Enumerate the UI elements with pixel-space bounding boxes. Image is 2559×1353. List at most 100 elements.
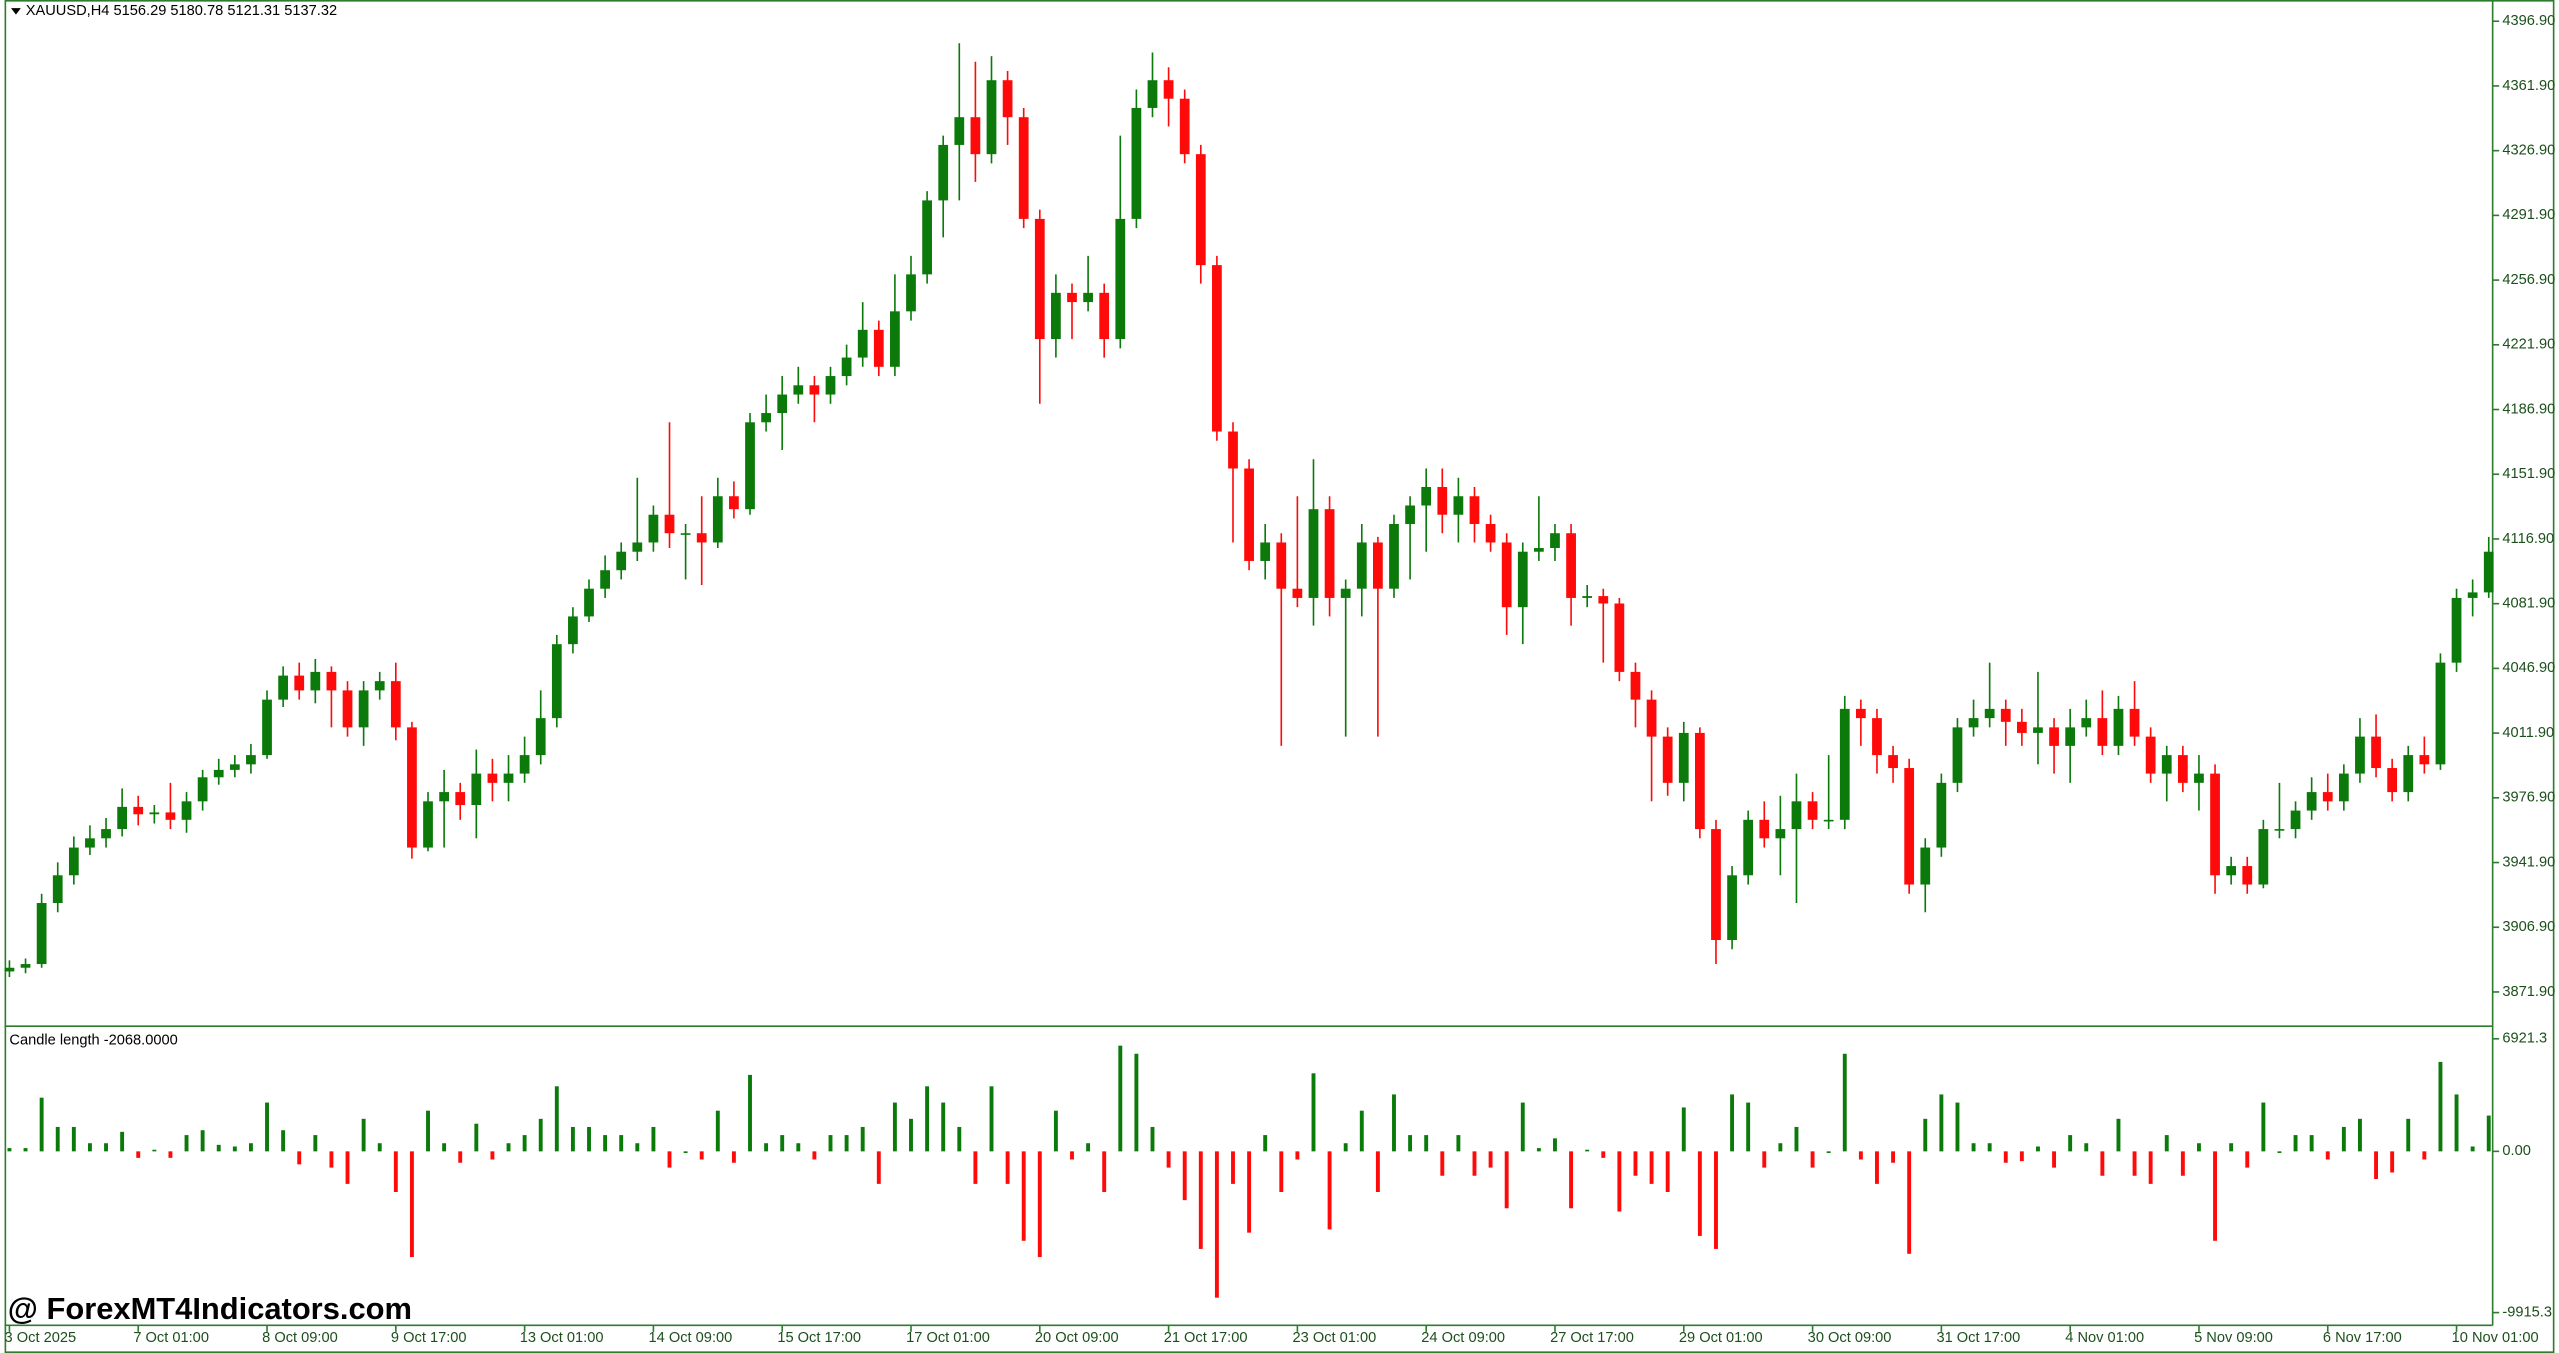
histogram-bar [2116,1118,2121,1152]
candle-body [1888,755,1898,769]
candle-body [2113,708,2124,746]
histogram-bar [313,1135,318,1152]
x-tick-label: 9 Oct 17:00 [391,1330,467,1346]
histogram-bar [651,1126,656,1152]
candle-body [1292,588,1303,598]
candle-body [85,838,95,848]
candle-body [664,514,675,534]
candle-body [616,551,627,571]
candle-body [213,769,224,778]
histogram-bar [393,1151,398,1193]
candle-body [1373,542,1383,589]
histogram-bar [2019,1151,2024,1162]
candle-body [1212,265,1222,432]
candle-body [1356,542,1367,589]
candle-body [648,514,659,543]
histogram-bar [1971,1143,1976,1152]
candle-body [1630,671,1641,700]
histogram-bar [2100,1151,2105,1176]
candle-body [1662,736,1673,783]
candle-body [407,727,417,848]
candle-body [1389,523,1399,589]
candle-body [149,812,160,815]
candle-body [954,117,965,145]
candle-body [1646,699,1657,737]
candle-body [1984,708,1995,719]
histogram-bar [2261,1102,2266,1152]
candle-body [229,764,240,770]
y-tick-label: 4221.90 [2502,337,2555,353]
candle-body [1308,509,1319,598]
x-tick-label: 17 Oct 01:00 [906,1330,990,1346]
histogram-bar [216,1144,221,1152]
histogram-bar [1456,1135,1461,1152]
candle-body [2210,773,2220,876]
x-tick-label: 6 Nov 17:00 [2323,1330,2402,1346]
candle-body [1276,542,1287,589]
y-tick-label: 4151.90 [2502,466,2555,482]
candle-body [1920,847,1931,885]
x-tick-label: 5 Nov 09:00 [2194,1330,2273,1346]
candle-body [2242,866,2253,885]
candle-body [906,274,916,312]
candle-body [809,385,820,395]
x-tick-label: 30 Oct 09:00 [1808,1330,1892,1346]
histogram-bar [87,1143,92,1152]
histogram-bar [1553,1138,1557,1152]
candle-body [2467,592,2478,598]
candle-body [1694,732,1705,830]
chart-title: XAUUSD,H4 5156.29 5180.78 5121.31 5137.3… [26,3,337,19]
histogram-bar [1730,1094,1735,1152]
histogram-bar [1875,1151,1879,1184]
candle-body [1582,596,1593,598]
candle-body [584,588,594,617]
histogram-bar [2229,1143,2234,1152]
candle-body [1324,509,1335,598]
histogram-bar [1585,1149,1590,1152]
histogram-bar [1247,1151,1252,1233]
histogram-bar [828,1135,833,1152]
x-tick-label: 3 Oct 2025 [5,1330,77,1346]
histogram-bar [1231,1151,1235,1184]
histogram-bar [55,1126,60,1152]
histogram-bar [587,1126,591,1152]
candle-body [1469,496,1480,524]
x-tick-label: 27 Oct 17:00 [1550,1330,1634,1346]
x-tick-label: 10 Nov 01:00 [2452,1330,2539,1346]
y-tick-label: -9915.3 [2502,1304,2552,1320]
candle-body [1566,533,1576,598]
candle-body [2194,773,2204,783]
candle-body [1501,542,1512,608]
y-tick-label: 4186.90 [2502,401,2555,417]
histogram-bar [1762,1151,1767,1168]
histogram-bar [2390,1151,2395,1173]
candle-body [1759,819,1770,839]
candle-body [777,394,788,414]
histogram-bar [168,1151,173,1158]
y-tick-label: 4256.90 [2502,272,2555,288]
histogram-bar [1601,1151,1606,1158]
histogram-bar [458,1151,463,1163]
histogram-bar [2357,1118,2362,1152]
histogram-bar [570,1126,575,1152]
histogram-bar [1665,1151,1670,1193]
candle-body [278,675,289,700]
histogram-bar [731,1151,736,1163]
histogram-bar [1810,1151,1815,1168]
histogram-bar [554,1086,559,1152]
candle-body [873,329,884,367]
histogram-bar [2374,1151,2378,1179]
histogram-bar [925,1086,930,1152]
candle-body [1083,292,1093,303]
histogram-bar [1295,1151,1300,1160]
histogram-bar [2406,1118,2411,1152]
candle-body [1936,782,1947,848]
candle-body [825,376,836,395]
histogram-bar [2036,1146,2040,1152]
collapse-icon [11,8,21,15]
candle-body [2161,755,2172,774]
histogram-bar [281,1130,286,1152]
candle-body [1002,80,1013,118]
histogram-bar [619,1135,624,1152]
